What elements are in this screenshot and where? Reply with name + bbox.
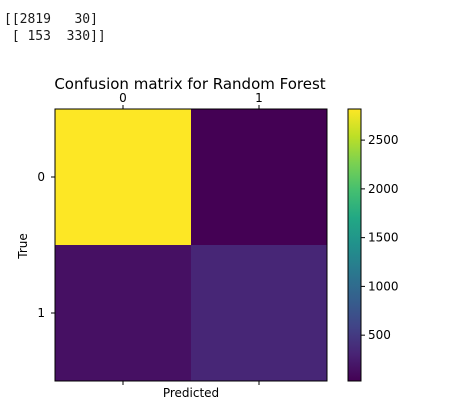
colorbar	[348, 109, 361, 381]
colorbar-tick-label: 1000	[368, 279, 399, 293]
y-tick-label: 0	[37, 170, 45, 184]
console-output-line: [ 153 330]]	[4, 29, 106, 44]
console-output-line: [[2819 30]	[4, 12, 98, 27]
colorbar-tick-label: 2500	[368, 133, 399, 147]
chart-title: Confusion matrix for Random Forest	[54, 75, 325, 93]
colorbar-ticks: 500 1000 1500 2000 2500	[361, 133, 399, 342]
heatmap-cells	[55, 109, 327, 381]
plot-frame	[54, 108, 328, 382]
heatmap-cell	[55, 245, 191, 381]
x-tick-label: 0	[119, 91, 127, 105]
y-axis-label: True	[16, 233, 30, 260]
y-tick-label: 1	[37, 306, 45, 320]
heatmap-cell	[191, 245, 327, 381]
y-axis-ticks: 01	[37, 170, 55, 320]
colorbar-tick-label: 1500	[368, 231, 399, 245]
x-tick-label: 1	[255, 91, 263, 105]
colorbar-tick-label: 2000	[368, 182, 399, 196]
heatmap-cell	[191, 109, 327, 245]
heatmap-cell	[55, 109, 191, 245]
x-axis-label: Predicted	[163, 386, 219, 400]
colorbar-tick-label: 500	[368, 328, 391, 342]
colorbar-frame	[347, 108, 362, 382]
x-axis-bottom-ticks	[122, 381, 260, 385]
